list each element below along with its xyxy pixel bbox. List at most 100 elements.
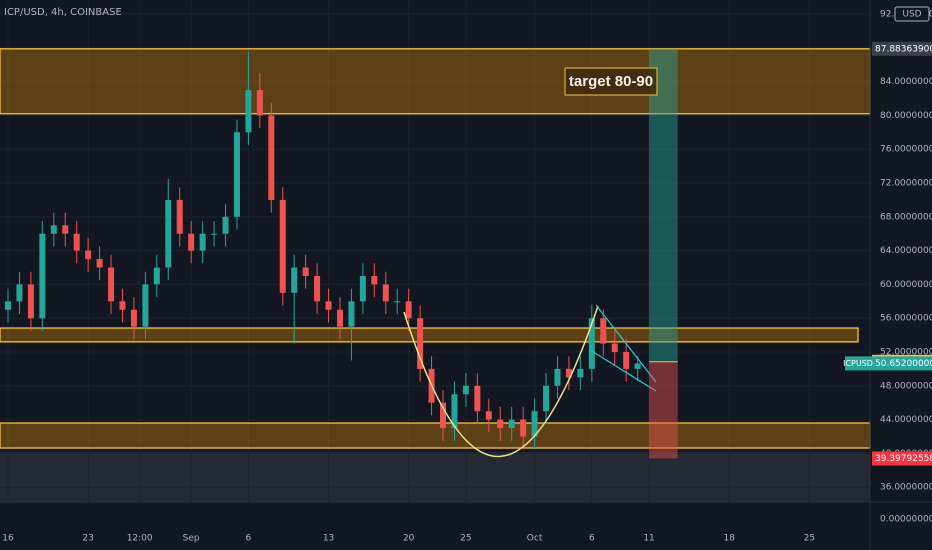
candle-body (165, 199, 172, 268)
candle-body (279, 199, 286, 293)
candle-body (417, 318, 424, 369)
y-tick-label: 60.00000000 (880, 280, 932, 290)
candle-body (382, 284, 389, 302)
y-tick-label: 64.00000000 (880, 246, 932, 256)
candle-body (256, 90, 263, 116)
x-tick-label: 11 (643, 534, 654, 544)
y-tick-label: 84.00000000 (880, 77, 932, 87)
y-tick-label: 80.00000000 (880, 111, 932, 121)
candle-body (16, 284, 23, 302)
candle-body (153, 267, 160, 285)
y-tick-label: 44.00000000 (880, 415, 932, 425)
x-tick-label: 20 (403, 534, 415, 544)
cup-curve (403, 305, 599, 458)
x-tick-label: 6 (246, 534, 252, 544)
x-tick-label: 25 (804, 534, 815, 544)
candle-body (497, 419, 504, 429)
candle-body (543, 385, 550, 412)
wedge-line (595, 304, 657, 383)
price-label: 50.65200000 (875, 359, 932, 369)
candle-body (611, 343, 618, 353)
position-target (649, 48, 678, 362)
candle-body (108, 267, 115, 302)
y-tick-label: 56.00000000 (880, 314, 932, 324)
candle-body (577, 368, 584, 378)
x-tick-label: 16 (2, 534, 14, 544)
candle-body (130, 309, 137, 327)
y-tick-label: 72.00000000 (880, 179, 932, 189)
annotation: target 80-90 (569, 73, 653, 90)
candle-body (62, 225, 69, 234)
x-tick-label: Sep (183, 534, 200, 544)
x-tick-label: 6 (589, 534, 595, 544)
candle-body (291, 267, 298, 293)
candle-body (623, 352, 630, 369)
chart-title: ICP/USD, 4h, COINBASE (4, 7, 122, 18)
candle-body (359, 275, 366, 302)
x-tick-label: Oct (527, 534, 543, 544)
candle-body (233, 132, 240, 217)
price-label: 39.39792558 (875, 454, 932, 464)
candle-body (440, 402, 447, 429)
candle-body (600, 318, 607, 344)
candle-body (508, 419, 515, 429)
zone-layer (0, 48, 871, 449)
symbol-tag: ICPUSD (843, 359, 873, 368)
x-tick-label: 25 (460, 534, 471, 544)
y-tick-label: 76.00000000 (880, 145, 932, 155)
candle-body (474, 385, 481, 412)
price-label-box (872, 451, 932, 466)
candle-body (588, 318, 595, 369)
x-tick-label: 12:00 (127, 534, 153, 544)
y-tick-label: 36.00000000 (880, 483, 932, 493)
x-tick-label: 23 (82, 534, 93, 544)
zone (0, 422, 871, 449)
candle-body (554, 368, 561, 386)
candle-body (634, 363, 641, 369)
candle-body (565, 368, 572, 378)
candle-body (268, 115, 275, 200)
y-tick-label: 48.00000000 (880, 381, 932, 391)
candle-body (96, 259, 103, 268)
zone (0, 327, 859, 343)
annotation-box (564, 67, 658, 96)
candle-body (119, 301, 126, 310)
candle-body (371, 275, 378, 285)
candle-body (302, 267, 309, 276)
candle-body (485, 411, 492, 420)
candle-body (176, 199, 183, 234)
candle-body (85, 250, 92, 260)
candle-body (222, 216, 229, 234)
candle-body (348, 301, 355, 327)
currency-box (894, 6, 930, 22)
x-tick-label: 18 (723, 534, 735, 544)
y-tick-label: 52.00000000 (880, 348, 932, 358)
candle-body (394, 301, 401, 303)
price-label-box (872, 41, 932, 56)
candle-body (336, 309, 343, 327)
candle-body (199, 233, 206, 251)
x-tick-label: 13 (323, 534, 334, 544)
candle-body (142, 284, 149, 327)
candle-body (325, 301, 332, 310)
candle-body (462, 385, 469, 395)
candle-body (531, 411, 538, 437)
currency: USD (902, 10, 921, 20)
candle-layer (5, 52, 641, 450)
price-label: 87.88363900 (875, 44, 932, 54)
symbol-tag-box (845, 356, 872, 371)
candle-body (73, 233, 80, 251)
candle-body (211, 233, 218, 235)
wedge-line (589, 349, 657, 392)
y-tick-label: 68.00000000 (880, 212, 932, 222)
position-stop (649, 361, 678, 459)
lower-shade (0, 452, 870, 502)
candle-body (5, 301, 12, 310)
candle-body (314, 275, 321, 302)
candle-body (188, 233, 195, 251)
candle-body (405, 301, 412, 319)
candle-body (27, 284, 34, 319)
candle-body (245, 90, 252, 133)
grid-layer (0, 0, 870, 502)
